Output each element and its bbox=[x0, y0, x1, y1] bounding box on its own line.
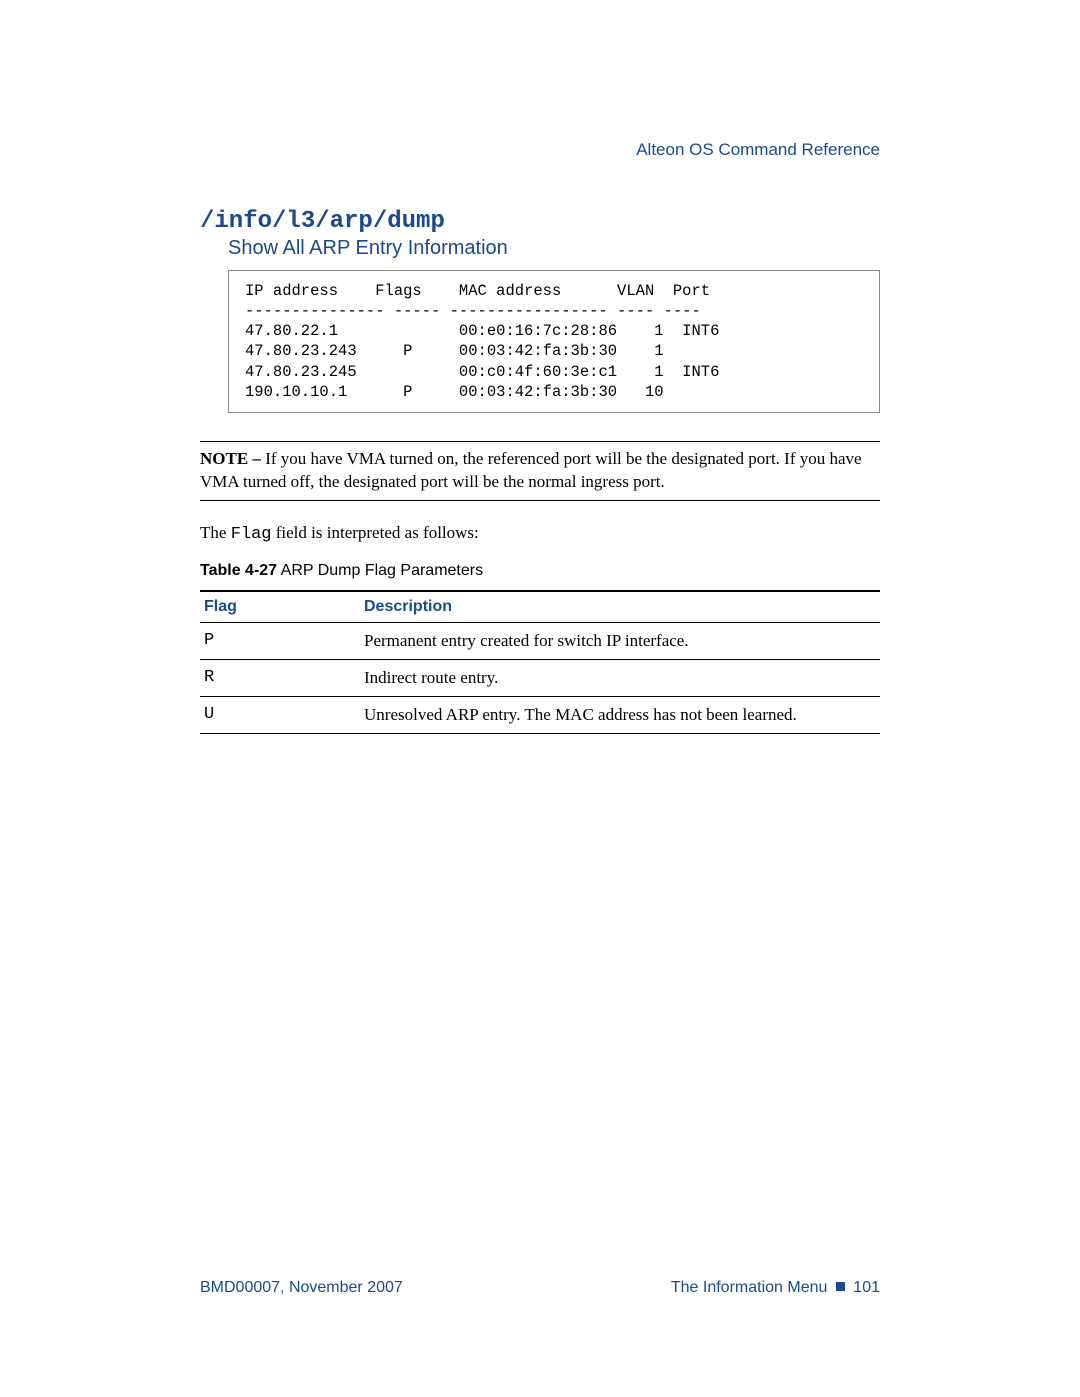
table-caption-number: Table 4-27 bbox=[200, 562, 277, 579]
note-text: If you have VMA turned on, the reference… bbox=[200, 449, 862, 491]
document-title: Alteon OS Command Reference bbox=[200, 140, 880, 160]
flag-parameters-table: Flag Description P Permanent entry creat… bbox=[200, 590, 880, 734]
section-subtitle: Show All ARP Entry Information bbox=[228, 237, 880, 260]
note-label: NOTE – bbox=[200, 449, 265, 468]
flag-cell: U bbox=[200, 696, 360, 733]
description-cell: Permanent entry created for switch IP in… bbox=[360, 622, 880, 659]
flag-cell: R bbox=[200, 659, 360, 696]
description-cell: Indirect route entry. bbox=[360, 659, 880, 696]
table-caption-title: ARP Dump Flag Parameters bbox=[277, 562, 483, 579]
table-row: U Unresolved ARP entry. The MAC address … bbox=[200, 696, 880, 733]
arp-dump-output: IP address Flags MAC address VLAN Port -… bbox=[228, 270, 880, 413]
page-content: Alteon OS Command Reference /info/l3/arp… bbox=[0, 0, 1080, 734]
square-bullet-icon bbox=[836, 1282, 845, 1291]
intro-code: Flag bbox=[231, 525, 272, 544]
footer-left: BMD00007, November 2007 bbox=[200, 1279, 403, 1297]
intro-suffix: field is interpreted as follows: bbox=[272, 523, 479, 542]
table-row: R Indirect route entry. bbox=[200, 659, 880, 696]
page-footer: BMD00007, November 2007 The Information … bbox=[200, 1279, 880, 1297]
table-header-row: Flag Description bbox=[200, 591, 880, 623]
flag-field-intro: The Flag field is interpreted as follows… bbox=[200, 523, 880, 544]
footer-right: The Information Menu 101 bbox=[671, 1279, 880, 1297]
note-block: NOTE – If you have VMA turned on, the re… bbox=[200, 441, 880, 501]
description-cell: Unresolved ARP entry. The MAC address ha… bbox=[360, 696, 880, 733]
intro-prefix: The bbox=[200, 523, 231, 542]
table-caption: Table 4-27 ARP Dump Flag Parameters bbox=[200, 562, 880, 580]
table-row: P Permanent entry created for switch IP … bbox=[200, 622, 880, 659]
flag-cell: P bbox=[200, 622, 360, 659]
command-path-title: /info/l3/arp/dump bbox=[200, 208, 880, 235]
footer-section-label: The Information Menu bbox=[671, 1279, 828, 1296]
column-header-description: Description bbox=[360, 591, 880, 623]
column-header-flag: Flag bbox=[200, 591, 360, 623]
page-number: 101 bbox=[853, 1279, 880, 1296]
